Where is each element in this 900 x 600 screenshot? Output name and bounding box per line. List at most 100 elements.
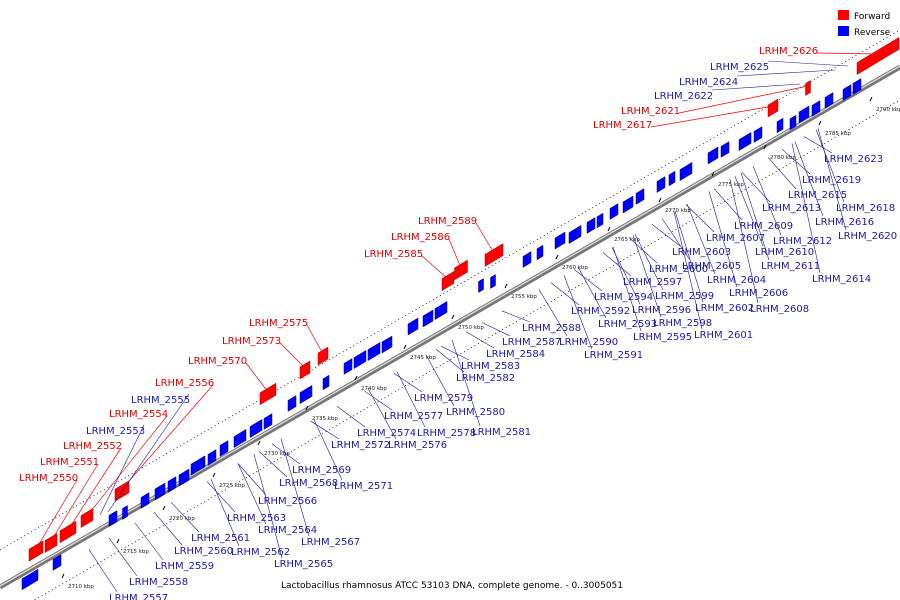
forward-gene-glyph[interactable] bbox=[441, 270, 455, 292]
reverse-gene-label[interactable]: LRHM_2590 bbox=[559, 337, 618, 348]
reverse-gene-glyph[interactable] bbox=[154, 482, 166, 501]
reverse-gene-glyph[interactable] bbox=[478, 278, 484, 293]
reverse-gene-label[interactable]: LRHM_2593 bbox=[598, 319, 657, 330]
forward-gene-glyph[interactable] bbox=[454, 259, 468, 281]
reverse-gene-label[interactable]: LRHM_2562 bbox=[231, 547, 290, 558]
reverse-gene-glyph[interactable] bbox=[263, 413, 273, 430]
reverse-gene-glyph[interactable] bbox=[233, 428, 247, 449]
forward-gene-label[interactable]: LRHM_2554 bbox=[109, 409, 168, 420]
reverse-gene-label[interactable]: LRHM_2599 bbox=[655, 291, 714, 302]
reverse-gene-label[interactable]: LRHM_2595 bbox=[633, 332, 692, 343]
reverse-gene-glyph[interactable] bbox=[679, 161, 693, 182]
reverse-gene-glyph[interactable] bbox=[824, 92, 834, 109]
reverse-gene-label[interactable]: LRHM_2582 bbox=[456, 373, 515, 384]
reverse-gene-label[interactable]: LRHM_2581 bbox=[472, 427, 531, 438]
reverse-gene-label[interactable]: LRHM_2566 bbox=[258, 496, 317, 507]
reverse-gene-label[interactable]: LRHM_2611 bbox=[761, 261, 820, 272]
reverse-gene-glyph[interactable] bbox=[568, 224, 582, 245]
reverse-gene-label[interactable]: LRHM_2606 bbox=[729, 288, 788, 299]
forward-gene-label[interactable]: LRHM_2575 bbox=[249, 318, 308, 329]
reverse-gene-label[interactable]: LRHM_2592 bbox=[571, 306, 630, 317]
reverse-gene-glyph[interactable] bbox=[536, 244, 544, 261]
reverse-gene-label[interactable]: LRHM_2577 bbox=[384, 411, 443, 422]
reverse-gene-label[interactable]: LRHM_2583 bbox=[461, 361, 520, 372]
reverse-gene-label[interactable]: LRHM_2609 bbox=[734, 221, 793, 232]
forward-gene-glyph[interactable] bbox=[299, 360, 311, 380]
reverse-gene-label[interactable]: LRHM_2569 bbox=[292, 465, 351, 476]
reverse-gene-label[interactable]: LRHM_2607 bbox=[706, 233, 765, 244]
reverse-gene-label[interactable]: LRHM_2587 bbox=[502, 337, 561, 348]
reverse-gene-glyph[interactable] bbox=[122, 505, 128, 520]
reverse-gene-label[interactable]: LRHM_2571 bbox=[334, 481, 393, 492]
reverse-gene-label[interactable]: LRHM_2578 bbox=[417, 428, 476, 439]
reverse-gene-glyph[interactable] bbox=[434, 300, 448, 321]
reverse-gene-glyph[interactable] bbox=[219, 440, 229, 457]
forward-gene-label[interactable]: LRHM_2626 bbox=[759, 46, 818, 57]
reverse-gene-glyph[interactable] bbox=[852, 78, 862, 95]
forward-gene-label[interactable]: LRHM_2552 bbox=[63, 441, 122, 452]
reverse-gene-label[interactable]: LRHM_2604 bbox=[707, 275, 766, 286]
reverse-gene-glyph[interactable] bbox=[299, 384, 313, 405]
reverse-gene-label[interactable]: LRHM_2561 bbox=[191, 533, 250, 544]
reverse-gene-label[interactable]: LRHM_2568 bbox=[279, 478, 338, 489]
reverse-gene-label[interactable]: LRHM_2600 bbox=[649, 264, 708, 275]
reverse-gene-label[interactable]: LRHM_2565 bbox=[274, 559, 333, 570]
forward-gene-label[interactable]: LRHM_2570 bbox=[188, 356, 247, 367]
forward-gene-glyph[interactable] bbox=[59, 520, 77, 544]
forward-gene-label[interactable]: LRHM_2550 bbox=[19, 473, 78, 484]
reverse-gene-glyph[interactable] bbox=[753, 126, 763, 143]
reverse-gene-glyph[interactable] bbox=[353, 349, 367, 370]
reverse-gene-glyph[interactable] bbox=[622, 195, 634, 214]
reverse-gene-label[interactable]: LRHM_2574 bbox=[357, 428, 416, 439]
reverse-gene-label[interactable]: LRHM_2579 bbox=[414, 393, 473, 404]
reverse-gene-label[interactable]: LRHM_2608 bbox=[750, 304, 809, 315]
reverse-gene-glyph[interactable] bbox=[367, 341, 381, 362]
forward-gene-label[interactable]: LRHM_2585 bbox=[364, 249, 423, 260]
reverse-gene-glyph[interactable] bbox=[108, 510, 118, 527]
reverse-gene-label[interactable]: LRHM_2576 bbox=[388, 440, 447, 451]
reverse-gene-glyph[interactable] bbox=[707, 146, 719, 165]
reverse-gene-label[interactable]: LRHM_2564 bbox=[258, 525, 317, 536]
reverse-gene-glyph[interactable] bbox=[207, 449, 217, 466]
reverse-gene-label[interactable]: LRHM_2616 bbox=[815, 217, 874, 228]
reverse-gene-glyph[interactable] bbox=[343, 358, 353, 375]
reverse-gene-glyph[interactable] bbox=[586, 217, 596, 234]
reverse-gene-glyph[interactable] bbox=[167, 476, 177, 493]
reverse-gene-glyph[interactable] bbox=[21, 568, 39, 591]
forward-gene-glyph[interactable] bbox=[767, 98, 779, 118]
reverse-gene-label[interactable]: LRHM_2594 bbox=[594, 292, 653, 303]
forward-gene-label[interactable]: LRHM_2551 bbox=[40, 457, 99, 468]
reverse-gene-glyph[interactable] bbox=[522, 251, 532, 268]
reverse-gene-glyph[interactable] bbox=[490, 274, 496, 289]
reverse-gene-label[interactable]: LRHM_2591 bbox=[584, 350, 643, 361]
reverse-gene-label[interactable]: LRHM_2572 bbox=[331, 440, 390, 451]
forward-gene-glyph[interactable] bbox=[805, 80, 811, 96]
reverse-gene-label[interactable]: LRHM_2553 bbox=[86, 426, 145, 437]
reverse-gene-label[interactable]: LRHM_2614 bbox=[812, 274, 871, 285]
forward-gene-glyph[interactable] bbox=[856, 36, 900, 76]
forward-gene-label[interactable]: LRHM_2617 bbox=[593, 120, 652, 131]
reverse-gene-label[interactable]: LRHM_2567 bbox=[301, 537, 360, 548]
reverse-gene-glyph[interactable] bbox=[322, 374, 330, 391]
reverse-gene-glyph[interactable] bbox=[609, 203, 619, 220]
reverse-gene-glyph[interactable] bbox=[52, 554, 62, 571]
reverse-gene-label[interactable]: LRHM_2620 bbox=[838, 231, 897, 242]
reverse-gene-glyph[interactable] bbox=[789, 114, 797, 131]
reverse-gene-label[interactable]: LRHM_2601 bbox=[694, 330, 753, 341]
reverse-gene-label[interactable]: LRHM_2603 bbox=[672, 247, 731, 258]
reverse-gene-label[interactable]: LRHM_2610 bbox=[755, 247, 814, 258]
reverse-gene-label[interactable]: LRHM_2625 bbox=[710, 62, 769, 73]
reverse-gene-label[interactable]: LRHM_2618 bbox=[836, 203, 895, 214]
forward-gene-glyph[interactable] bbox=[317, 346, 329, 366]
reverse-gene-glyph[interactable] bbox=[720, 141, 730, 158]
reverse-gene-label[interactable]: LRHM_2563 bbox=[227, 513, 286, 524]
reverse-gene-label[interactable]: LRHM_2596 bbox=[632, 305, 691, 316]
forward-gene-label[interactable]: LRHM_2556 bbox=[155, 378, 214, 389]
reverse-gene-label[interactable]: LRHM_2560 bbox=[174, 546, 233, 557]
reverse-gene-label[interactable]: LRHM_2615 bbox=[788, 190, 847, 201]
forward-gene-label[interactable]: LRHM_2586 bbox=[391, 232, 450, 243]
forward-gene-glyph[interactable] bbox=[484, 243, 504, 267]
reverse-gene-glyph[interactable] bbox=[422, 309, 434, 328]
reverse-gene-label[interactable]: LRHM_2559 bbox=[155, 561, 214, 572]
reverse-gene-label[interactable]: LRHM_2605 bbox=[682, 261, 741, 272]
